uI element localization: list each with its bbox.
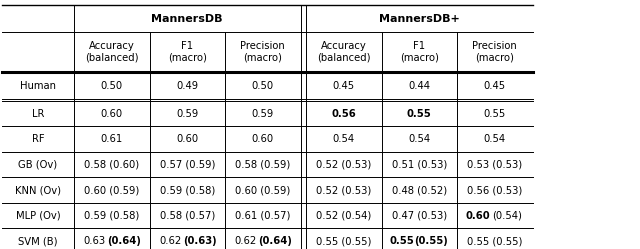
Text: MannersDB: MannersDB xyxy=(152,13,223,23)
Text: KNN (Ov): KNN (Ov) xyxy=(15,185,61,195)
Text: 0.48 (0.52): 0.48 (0.52) xyxy=(392,185,447,195)
Text: 0.50: 0.50 xyxy=(252,80,274,90)
Text: 0.59 (0.58): 0.59 (0.58) xyxy=(84,211,140,221)
Text: 0.50: 0.50 xyxy=(100,80,123,90)
Text: 0.55 (0.55): 0.55 (0.55) xyxy=(316,236,371,246)
Text: 0.55 (0.55): 0.55 (0.55) xyxy=(467,236,522,246)
Text: (0.64): (0.64) xyxy=(258,236,292,246)
Text: 0.55: 0.55 xyxy=(484,109,506,119)
Text: Accuracy
(balanced): Accuracy (balanced) xyxy=(85,41,138,63)
Text: 0.54: 0.54 xyxy=(484,134,506,144)
Text: 0.60: 0.60 xyxy=(465,211,490,221)
Text: 0.60: 0.60 xyxy=(252,134,274,144)
Text: 0.60 (0.59): 0.60 (0.59) xyxy=(84,185,140,195)
Text: 0.62: 0.62 xyxy=(234,236,257,246)
Text: 0.52 (0.53): 0.52 (0.53) xyxy=(316,185,371,195)
Text: 0.49: 0.49 xyxy=(176,80,198,90)
Text: F1
(macro): F1 (macro) xyxy=(400,41,438,63)
Text: Precision
(macro): Precision (macro) xyxy=(472,41,517,63)
Text: 0.54: 0.54 xyxy=(408,134,430,144)
Text: 0.56: 0.56 xyxy=(332,109,356,119)
Text: 0.47 (0.53): 0.47 (0.53) xyxy=(392,211,447,221)
Text: 0.45: 0.45 xyxy=(484,80,506,90)
Text: 0.59: 0.59 xyxy=(252,109,274,119)
Text: 0.62: 0.62 xyxy=(159,236,181,246)
Text: 0.54: 0.54 xyxy=(333,134,355,144)
Text: Human: Human xyxy=(20,80,56,90)
Text: (0.64): (0.64) xyxy=(107,236,141,246)
Text: Precision
(macro): Precision (macro) xyxy=(241,41,285,63)
Text: (0.55): (0.55) xyxy=(415,236,449,246)
Text: Accuracy
(balanced): Accuracy (balanced) xyxy=(317,41,371,63)
Text: 0.44: 0.44 xyxy=(408,80,430,90)
Text: 0.56 (0.53): 0.56 (0.53) xyxy=(467,185,522,195)
Text: 0.60: 0.60 xyxy=(100,109,123,119)
Text: 0.60: 0.60 xyxy=(176,134,198,144)
Text: 0.58 (0.60): 0.58 (0.60) xyxy=(84,160,140,170)
Text: SVM (B): SVM (B) xyxy=(19,236,58,246)
Text: 0.59 (0.58): 0.59 (0.58) xyxy=(159,185,215,195)
Text: 0.55: 0.55 xyxy=(407,109,431,119)
Text: 0.61: 0.61 xyxy=(100,134,123,144)
Text: 0.60 (0.59): 0.60 (0.59) xyxy=(235,185,291,195)
Text: 0.57 (0.59): 0.57 (0.59) xyxy=(159,160,215,170)
Text: LR: LR xyxy=(32,109,44,119)
Text: (0.54): (0.54) xyxy=(492,211,522,221)
Text: 0.52 (0.53): 0.52 (0.53) xyxy=(316,160,371,170)
Text: 0.45: 0.45 xyxy=(333,80,355,90)
Text: 0.51 (0.53): 0.51 (0.53) xyxy=(392,160,447,170)
Text: 0.61 (0.57): 0.61 (0.57) xyxy=(235,211,291,221)
Text: GB (Ov): GB (Ov) xyxy=(19,160,58,170)
Text: (0.63): (0.63) xyxy=(182,236,216,246)
Text: F1
(macro): F1 (macro) xyxy=(168,41,207,63)
Text: 0.58 (0.59): 0.58 (0.59) xyxy=(235,160,291,170)
Text: 0.53 (0.53): 0.53 (0.53) xyxy=(467,160,522,170)
Text: 0.52 (0.54): 0.52 (0.54) xyxy=(316,211,371,221)
Text: 0.55: 0.55 xyxy=(390,236,415,246)
Text: 0.63: 0.63 xyxy=(84,236,106,246)
Text: 0.58 (0.57): 0.58 (0.57) xyxy=(159,211,215,221)
Text: RF: RF xyxy=(32,134,44,144)
Text: 0.59: 0.59 xyxy=(176,109,198,119)
Text: MannersDB+: MannersDB+ xyxy=(379,13,460,23)
Text: MLP (Ov): MLP (Ov) xyxy=(16,211,60,221)
